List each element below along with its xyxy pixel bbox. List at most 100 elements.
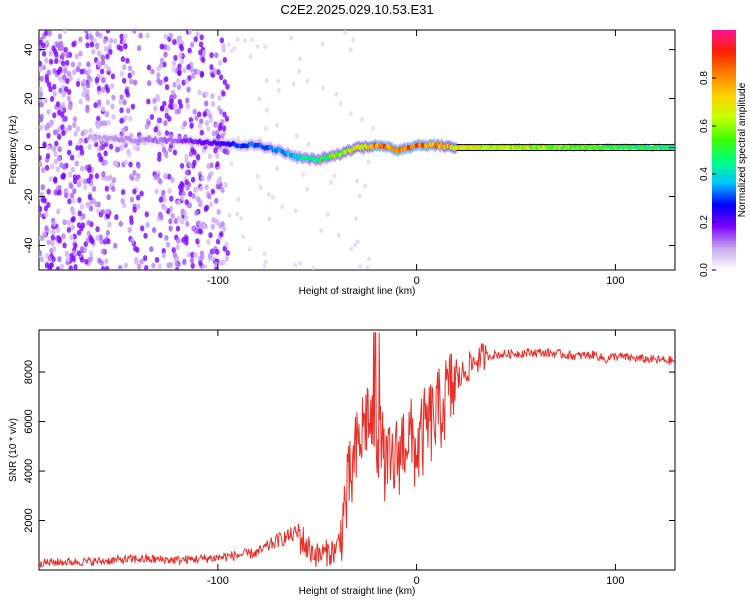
heatmap-cell (70, 61, 76, 68)
heatmap-cell (184, 199, 189, 206)
heatmap-cell (129, 219, 134, 226)
heatmap-cell (39, 91, 43, 98)
heatmap-cell (146, 64, 152, 71)
heatmap-cell (222, 245, 227, 252)
heatmap-cell (73, 130, 78, 137)
heatmap-cell (213, 261, 219, 268)
heatmap-cell (176, 237, 181, 244)
heatmap-cell (175, 225, 181, 232)
heatmap-cell (193, 186, 198, 193)
heatmap-cell (88, 127, 93, 134)
heatmap-cell (210, 188, 216, 195)
heatmap-cell (107, 43, 113, 50)
colorbar-label: Normalized spectral amplitude (737, 82, 748, 217)
heatmap-cell (155, 93, 160, 100)
heatmap-cell (111, 185, 116, 192)
heatmap-cell (91, 185, 97, 192)
heatmap-cell (66, 219, 71, 226)
heatmap-cell (119, 145, 124, 152)
heatmap-cell (51, 246, 57, 253)
heatmap-cell (221, 125, 227, 132)
heatmap-cell (247, 246, 252, 252)
heatmap-cell (80, 165, 85, 172)
heatmap-cell (66, 149, 72, 156)
colorbar-tick-label: 0.8 (699, 71, 710, 85)
heatmap-cell (54, 51, 59, 58)
heatmap-cell (211, 130, 217, 137)
heatmap-cell (218, 259, 223, 266)
heatmap-cell (173, 103, 178, 110)
heatmap-cell (127, 72, 132, 79)
heatmap-cell (106, 119, 111, 126)
heatmap-cell (190, 176, 196, 183)
heatmap-cell (208, 232, 213, 239)
heatmap-cell (53, 189, 58, 196)
heatmap-cell (192, 108, 197, 115)
snr-series-line (39, 332, 675, 569)
heatmap-cell (134, 258, 139, 265)
heatmap-cell (127, 65, 133, 72)
heatmap-cell (120, 198, 125, 205)
heatmap-cell (190, 251, 195, 258)
heatmap-cell (139, 190, 144, 197)
heatmap-cell (185, 184, 190, 191)
heatmap-cell (174, 266, 180, 270)
heatmap-cell (201, 49, 206, 56)
heatmap-cell (161, 146, 167, 153)
heatmap-cell (55, 166, 61, 173)
heatmap-cell (211, 248, 217, 255)
heatmap-cell (133, 245, 138, 252)
heatmap-cell (39, 205, 43, 212)
heatmap-cell (113, 242, 118, 249)
heatmap-cell (106, 194, 111, 201)
heatmap-cell (56, 68, 62, 75)
heatmap-cell (41, 64, 47, 71)
heatmap-cell (168, 142, 174, 149)
heatmap-cell (179, 181, 184, 188)
heatmap-cell (161, 252, 167, 259)
heatmap-cell (122, 99, 127, 106)
heatmap-cell (196, 220, 202, 227)
heatmap-cell (103, 159, 109, 166)
heatmap-cell (255, 44, 260, 50)
heatmap-cell (229, 161, 234, 167)
heatmap-cell (139, 258, 144, 265)
x-tick-label: 0 (414, 575, 420, 587)
heatmap-cell (157, 130, 162, 137)
heatmap-cell (348, 111, 353, 117)
heatmap-cell (119, 33, 124, 40)
heatmap-cell (60, 51, 66, 58)
heatmap-cell (103, 63, 109, 70)
heatmap-cell (157, 155, 162, 162)
heatmap-cell (353, 216, 358, 222)
heatmap-cell (257, 96, 262, 102)
heatmap-cell (168, 32, 173, 39)
heatmap-cell (132, 206, 137, 213)
heatmap-cell (156, 77, 161, 84)
heatmap-cell (221, 225, 227, 232)
heatmap-cell (96, 99, 102, 106)
heatmap-cell (52, 83, 57, 90)
heatmap-cell (221, 46, 226, 53)
heatmap-cell (59, 43, 64, 50)
heatmap-cell (192, 159, 197, 166)
heatmap-cell (360, 117, 365, 123)
heatmap-cell (355, 239, 360, 245)
heatmap-cell (146, 98, 151, 105)
heatmap-cell (276, 78, 281, 84)
heatmap-cell (87, 167, 92, 174)
heatmap-cell (72, 69, 77, 76)
heatmap-cell (189, 122, 194, 129)
heatmap-cell (289, 35, 294, 41)
heatmap-cell (168, 225, 173, 232)
heatmap-cell (50, 163, 55, 170)
heatmap-cell (76, 250, 82, 257)
heatmap-cell (105, 53, 110, 60)
heatmap-cell (69, 192, 75, 199)
heatmap-cell (222, 111, 227, 118)
heatmap-cell (208, 201, 214, 208)
heatmap-cell (39, 211, 43, 218)
heatmap-cell (100, 265, 106, 270)
heatmap-cell (166, 173, 172, 180)
heatmap-cell (214, 218, 219, 225)
